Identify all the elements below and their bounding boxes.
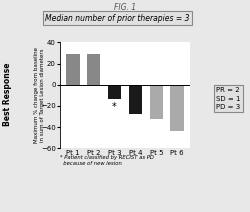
Text: *: * bbox=[112, 102, 117, 112]
Bar bbox=[170, 85, 184, 131]
Text: Median number of prior therapies = 3: Median number of prior therapies = 3 bbox=[45, 14, 190, 23]
Text: Best Response: Best Response bbox=[2, 63, 12, 126]
Bar bbox=[108, 85, 121, 99]
Text: PR = 2
SD = 1
PD = 3: PR = 2 SD = 1 PD = 3 bbox=[216, 87, 241, 110]
Bar bbox=[66, 54, 80, 85]
Y-axis label: Maximum % change from baseline
in sum of Target Lesion diameters: Maximum % change from baseline in sum of… bbox=[34, 47, 45, 143]
Text: FIG. 1: FIG. 1 bbox=[114, 3, 136, 12]
Bar bbox=[87, 54, 101, 85]
Text: * Patient classified by RECIST as PD
  because of new lesion: * Patient classified by RECIST as PD bec… bbox=[60, 155, 154, 166]
Bar bbox=[150, 85, 163, 119]
Bar bbox=[129, 85, 142, 114]
